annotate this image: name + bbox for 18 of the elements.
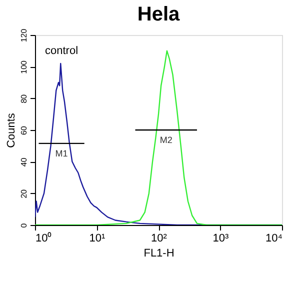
y-tick-label: 80 <box>20 94 28 104</box>
series-label: M1 <box>55 148 68 158</box>
x-tick-label: 10⁰ <box>36 232 52 244</box>
x-tick-label: 10¹ <box>89 232 106 244</box>
annotation: control <box>45 45 78 57</box>
x-axis-title: FL1-H <box>144 248 174 260</box>
chart-title: Hela <box>137 3 180 26</box>
x-tick-label: 10² <box>151 232 168 244</box>
x-tick-label: 10⁴ <box>266 232 283 244</box>
x-tick-label: 10³ <box>212 232 230 244</box>
y-tick-label: 60 <box>20 126 28 135</box>
y-tick-label: 100 <box>20 60 28 74</box>
y-tick-label: 0 <box>20 222 28 228</box>
y-axis-title: Counts <box>6 112 18 148</box>
series-label: M2 <box>160 135 172 145</box>
y-tick-label: 120 <box>20 28 28 42</box>
y-tick-label: 40 <box>20 157 28 167</box>
y-tick-label: 20 <box>20 188 28 198</box>
